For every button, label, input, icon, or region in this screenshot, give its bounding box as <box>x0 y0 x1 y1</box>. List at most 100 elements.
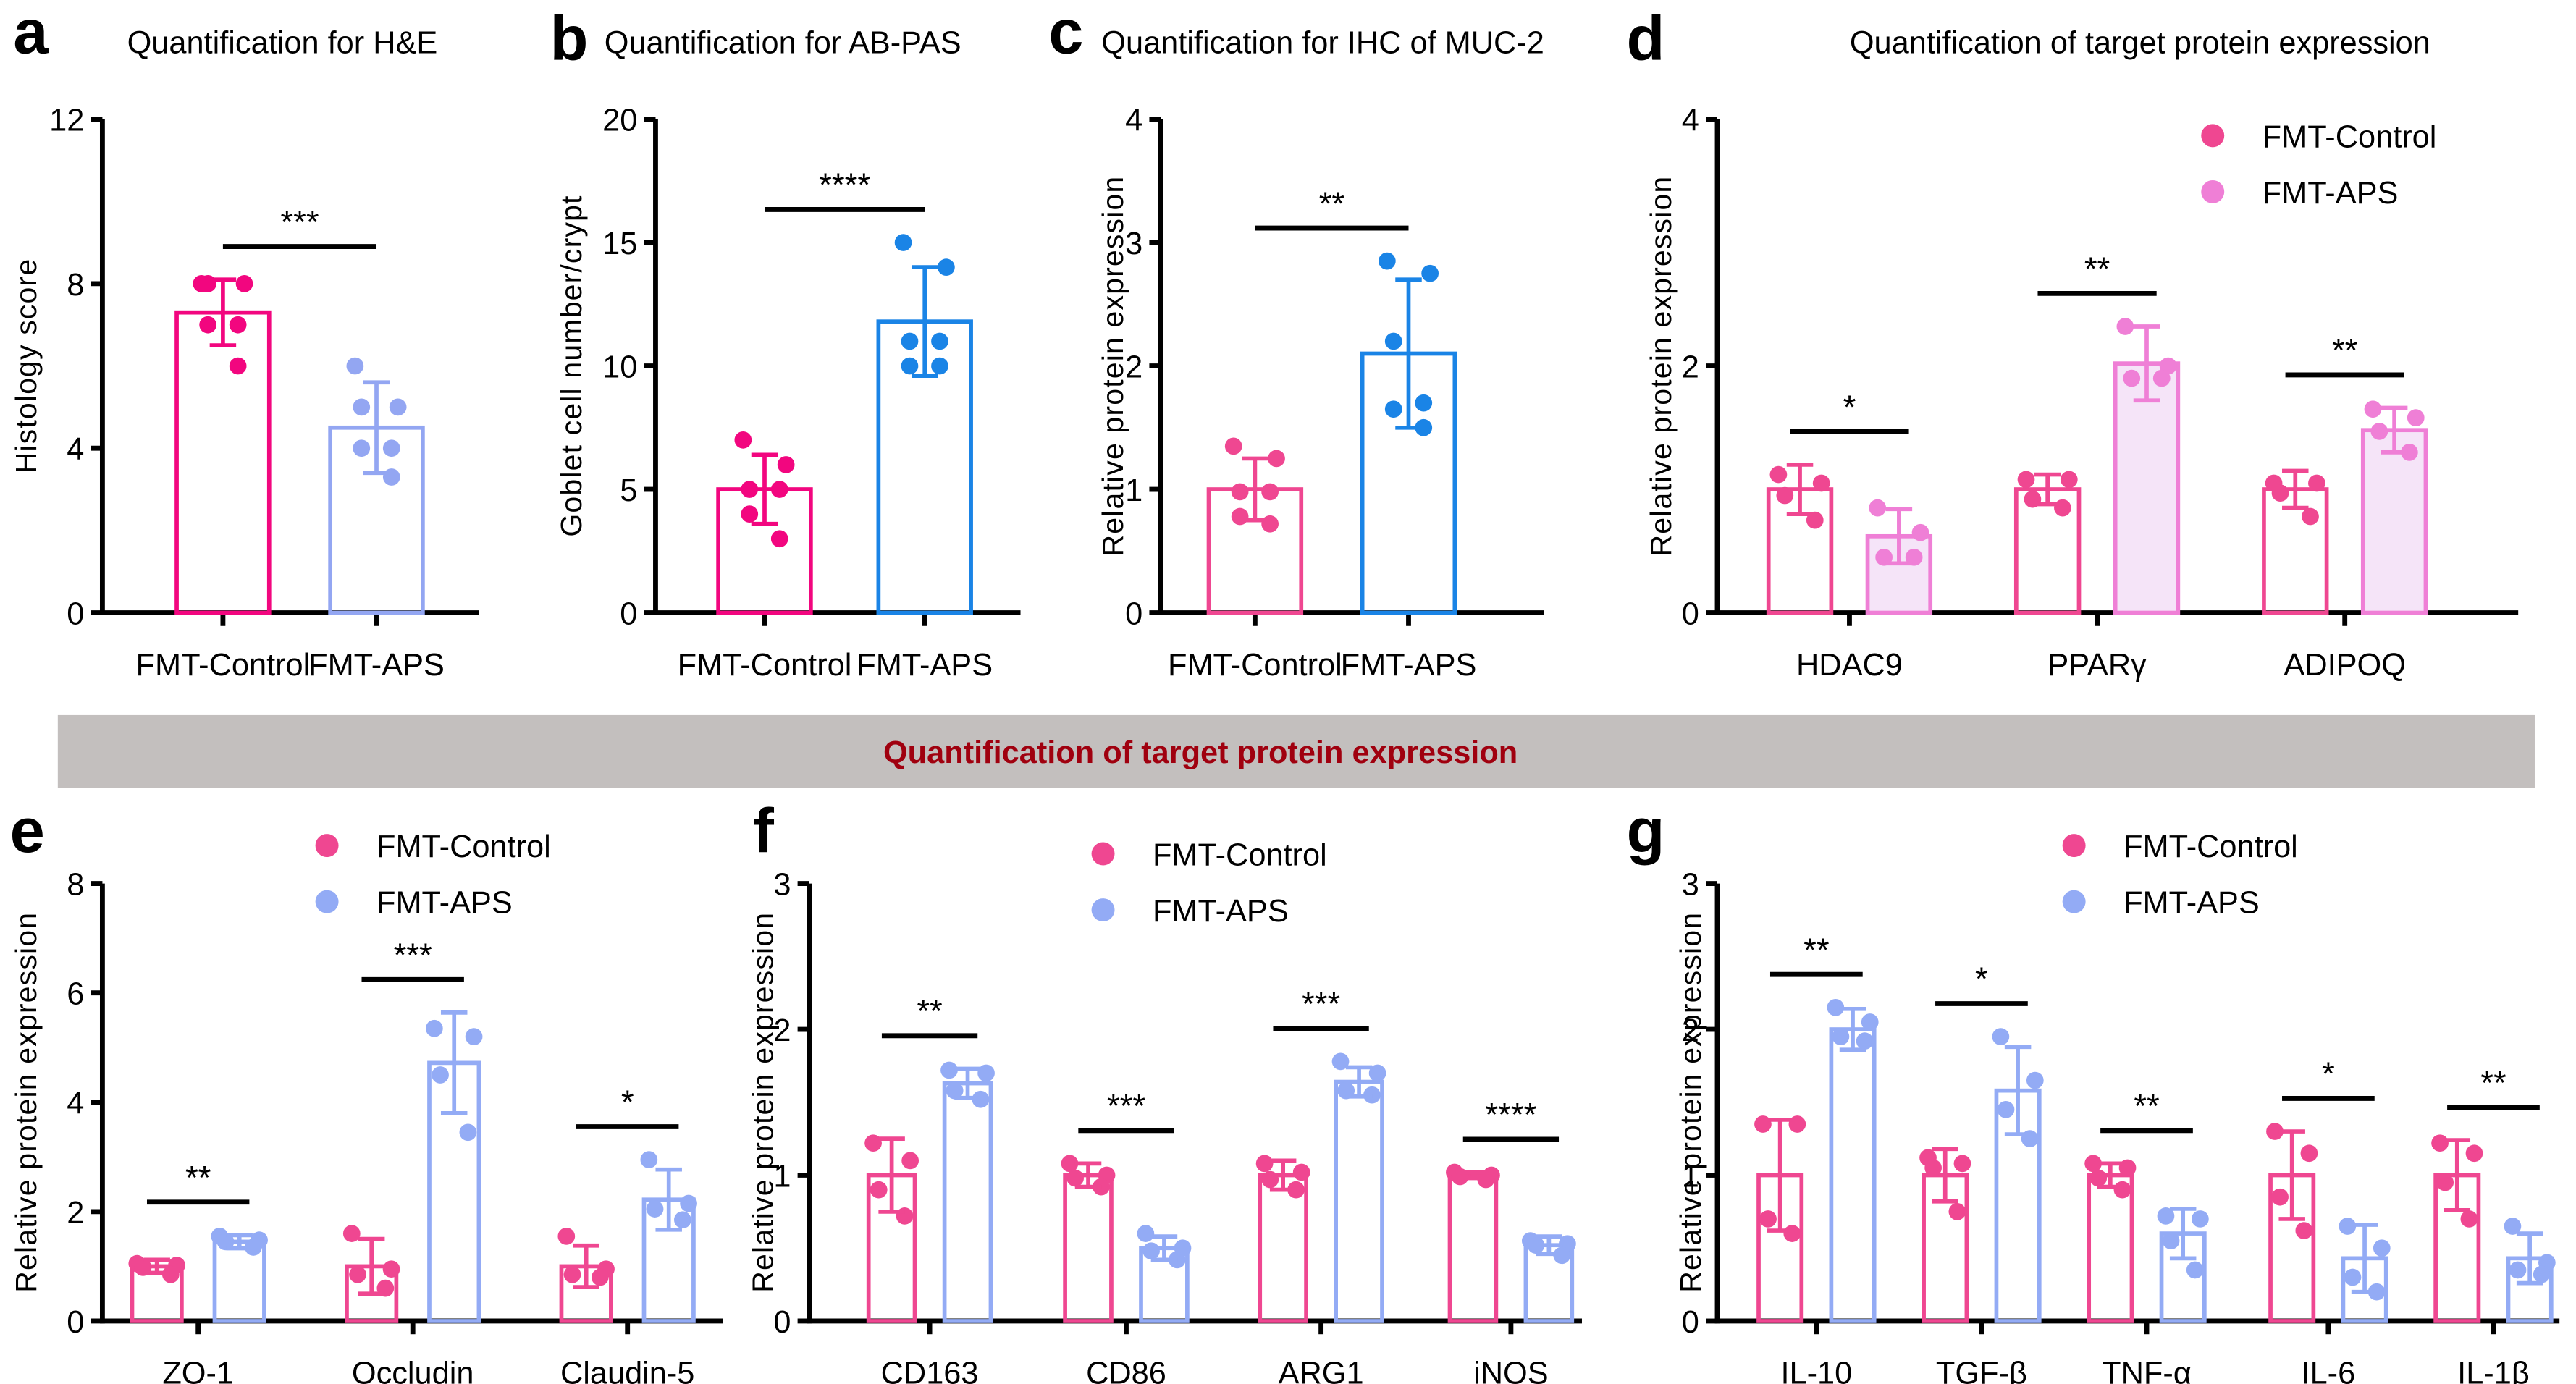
aps-1-point <box>2026 1071 2044 1089</box>
y-tick-label: 0 <box>67 1305 84 1340</box>
aps-3-point <box>2373 1239 2391 1257</box>
aps-2-point <box>680 1194 697 1212</box>
aps-1-point <box>432 1066 449 1084</box>
legend-label: FMT-Control <box>2263 119 2437 154</box>
chart-d: 0 2 4 Relative protein expression HDAC9 PPARγ… <box>1644 104 2519 683</box>
x-tick-label: CD163 <box>881 1356 979 1384</box>
x-tick-label: CD86 <box>1086 1356 1166 1384</box>
group-0-point <box>1231 507 1249 526</box>
control-0-point <box>1776 486 1794 505</box>
control-2-point <box>2089 1169 2108 1187</box>
aps-0-point <box>940 1061 958 1079</box>
aps-1-point <box>1992 1028 2010 1045</box>
aps-1-point <box>1137 1225 1155 1242</box>
group-0-bar <box>174 310 272 615</box>
x-tick-label: ADIPOQ <box>2284 648 2406 683</box>
legend-label: FMT-APS <box>1153 894 1289 929</box>
control-2-point <box>557 1228 576 1245</box>
y-tick-label: 2 <box>773 1013 791 1048</box>
control-0-point <box>1759 1210 1777 1228</box>
legend-marker <box>1091 898 1115 922</box>
chart-e: 0 2 4 6 8 Relative protein expression ZO-1 Occl… <box>9 830 723 1384</box>
control-3-point <box>2271 1188 2289 1206</box>
panel-label-f: f <box>753 796 775 866</box>
x-tick-label: Claudin-5 <box>560 1356 694 1384</box>
group-0-point <box>1231 483 1249 501</box>
control-1-point <box>2017 471 2035 489</box>
group-0-point <box>1261 515 1279 533</box>
x-tick-label: ARG1 <box>1279 1356 1364 1384</box>
significance-label: ** <box>2084 250 2110 287</box>
aps-2-bar <box>2360 428 2428 615</box>
x-tick-label: TNF-α <box>2102 1356 2192 1384</box>
legend: FMT-Control FMT-APS <box>315 830 551 921</box>
control-2-point <box>2271 484 2289 502</box>
significance-label: **** <box>819 166 870 203</box>
group-1-point <box>346 357 364 375</box>
aps-2-point <box>2186 1261 2204 1279</box>
chart-b: 0 5 10 15 20 Goblet cell number/crypt FMT-Cont… <box>555 104 1021 683</box>
control-3-point <box>2300 1144 2318 1163</box>
legend-marker <box>2062 834 2086 858</box>
y-axis-label: Histology score <box>9 258 43 474</box>
group-1-point <box>931 357 948 375</box>
group-1-point <box>901 332 919 350</box>
aps-0-point <box>977 1064 995 1082</box>
aps-0-point <box>1911 523 1929 541</box>
control-1-point <box>349 1265 366 1283</box>
control-3-point <box>2266 1123 2284 1140</box>
control-0-point <box>1769 465 1788 484</box>
aps-0-point <box>1861 1013 1879 1031</box>
legend-marker <box>2201 180 2225 203</box>
chart-g: 0 1 2 3 Relative protein expression IL-10 TGF-… <box>1674 830 2560 1384</box>
aps-0-point <box>1856 1032 1874 1050</box>
chart-f: 0 1 2 3 Relative protein expression CD163 CD86… <box>746 837 1582 1384</box>
significance-label: **** <box>1485 1097 1536 1134</box>
control-1-point <box>342 1225 361 1242</box>
aps-2-point <box>2370 423 2388 440</box>
significance-label: * <box>2322 1055 2335 1092</box>
y-tick-label: 3 <box>1682 868 1699 903</box>
aps-1-point <box>1997 1100 2015 1118</box>
y-tick-label: 4 <box>67 1086 84 1121</box>
control-2-point <box>2302 507 2319 526</box>
aps-1-point <box>459 1123 477 1142</box>
aps-2-point <box>2401 444 2418 461</box>
panel-title-b: Quantification for AB-PAS <box>605 25 961 60</box>
group-1-point <box>1421 264 1439 282</box>
y-tick-label: 2 <box>1682 1013 1699 1048</box>
legend-marker <box>2062 890 2086 913</box>
group-1-point <box>389 398 407 416</box>
aps-0-bar <box>942 1081 993 1323</box>
y-tick-label: 20 <box>602 104 637 138</box>
banner-background <box>57 714 2535 788</box>
aps-0-point <box>1827 998 1845 1016</box>
y-tick-label: 0 <box>1125 596 1142 631</box>
aps-2-point <box>2364 400 2382 418</box>
x-tick-label: iNOS <box>1473 1356 1549 1384</box>
y-axis-label: Goblet cell number/crypt <box>555 195 588 536</box>
aps-2-bar <box>1334 1079 1384 1323</box>
panel-title-c: Quantification for IHC of MUC-2 <box>1101 25 1544 60</box>
panel-title-a: Quantification for H&E <box>127 25 438 60</box>
group-0-point <box>1261 483 1279 501</box>
group-0-point <box>229 357 247 375</box>
group-1-point <box>938 258 955 277</box>
x-tick-label: IL-1β <box>2457 1356 2530 1384</box>
group-0-point <box>734 431 752 449</box>
aps-2-point <box>2192 1210 2209 1228</box>
legend-marker <box>2201 124 2225 148</box>
group-0-point <box>741 481 759 498</box>
control-2-point <box>591 1268 609 1286</box>
x-tick-label: Occludin <box>352 1356 474 1384</box>
aps-0-point <box>1832 1028 1850 1045</box>
y-tick-label: 10 <box>602 350 637 385</box>
aps-0-point <box>1869 499 1887 517</box>
y-tick-label: 2 <box>1682 350 1699 385</box>
control-0-point <box>1812 474 1830 492</box>
group-0-point <box>770 481 788 498</box>
y-tick-label: 2 <box>1125 350 1142 385</box>
control-0-point <box>870 1181 888 1199</box>
y-tick-label: 0 <box>773 1305 791 1340</box>
panel-label-e: e <box>10 796 45 866</box>
